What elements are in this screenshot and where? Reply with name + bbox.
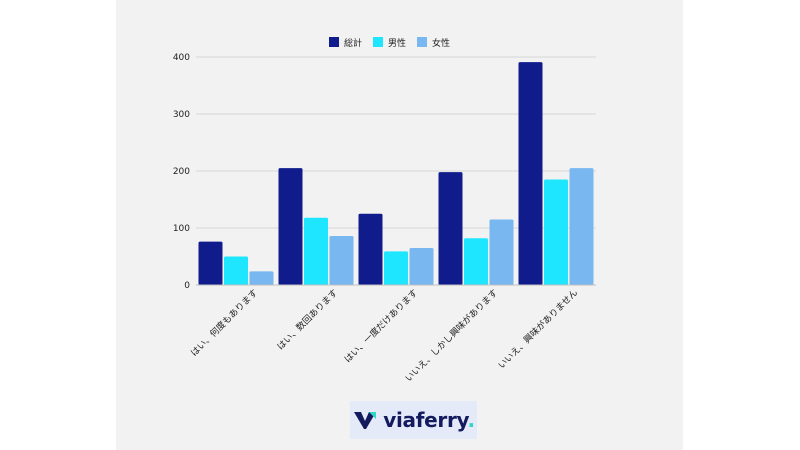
chart-legend: 総計 男性 女性 (329, 35, 450, 49)
bar (438, 172, 463, 285)
bar (409, 247, 434, 285)
y-tick-label: 300 (173, 110, 190, 120)
x-tick-label: いいえ、しかし興味があります (403, 287, 501, 385)
bar (304, 217, 328, 285)
legend-item-female: 女性 (417, 36, 450, 49)
legend-item-male: 男性 (373, 36, 406, 49)
logo-text: viaferry. (383, 408, 475, 432)
bar (518, 62, 543, 285)
bar (489, 219, 514, 285)
bar (358, 213, 383, 285)
brand-logo: viaferry. (350, 401, 477, 439)
legend-swatch-female (417, 37, 428, 47)
legend-swatch-total (329, 37, 339, 47)
y-tick-label: 0 (184, 281, 190, 291)
y-tick-label: 100 (173, 224, 190, 234)
bar (249, 271, 274, 285)
bar (544, 179, 568, 285)
legend-label-male: 男性 (388, 38, 407, 49)
y-tick-label: 200 (173, 167, 190, 177)
bar (224, 256, 248, 285)
y-tick-label: 400 (173, 53, 190, 63)
legend-item-total: 総計 (329, 36, 362, 49)
x-tick-label: はい、一度だけあります (342, 287, 420, 365)
x-tick-label: はい、何度もあります (188, 287, 260, 359)
bar (384, 251, 408, 285)
bar (278, 168, 303, 285)
legend-swatch-male (373, 37, 384, 47)
logo-name: viaferry (383, 408, 468, 432)
logo-dot: . (467, 408, 475, 432)
bar (464, 238, 488, 285)
legend-label-female: 女性 (432, 38, 451, 49)
viaferry-logo-icon (354, 412, 377, 429)
bar (329, 235, 354, 285)
legend-label-total: 総計 (344, 38, 363, 49)
x-tick-label: はい、数回あります (274, 287, 340, 353)
bar (198, 241, 223, 285)
x-tick-label: いいえ、興味がありません (495, 287, 580, 372)
bar (569, 168, 594, 285)
